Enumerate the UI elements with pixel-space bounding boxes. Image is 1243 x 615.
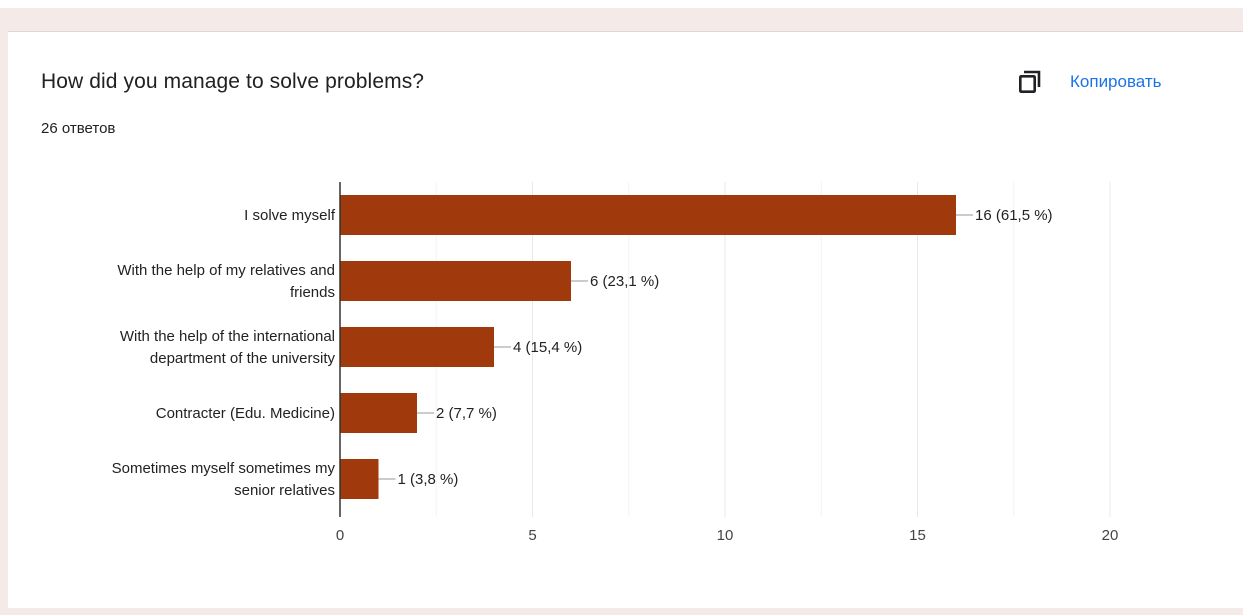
response-count: 26 ответов: [41, 120, 116, 137]
x-tick-label: 5: [528, 527, 536, 544]
copy-icon[interactable]: [1018, 70, 1042, 94]
category-label-line: With the help of my relatives and: [117, 262, 335, 279]
category-label-line: Sometimes myself sometimes my: [112, 460, 336, 477]
category-label-line: senior relatives: [234, 482, 335, 499]
x-tick-label: 10: [717, 527, 734, 544]
data-label: 2 (7,7 %): [436, 405, 497, 422]
category-label-line: With the help of the international: [120, 328, 335, 345]
bar: [340, 459, 379, 499]
category-label: Contracter (Edu. Medicine): [156, 405, 335, 422]
copy-button[interactable]: Копировать: [1018, 64, 1162, 100]
category-label: I solve myself: [244, 207, 336, 224]
bar: [340, 393, 417, 433]
question-title: How did you manage to solve problems?: [41, 70, 425, 93]
top-band: [0, 0, 1243, 8]
bar: [340, 327, 494, 367]
category-label: With the help of my relatives and friends: [117, 262, 335, 301]
x-tick-label: 15: [909, 527, 926, 544]
category-label-line: I solve myself: [244, 207, 336, 224]
data-label: 6 (23,1 %): [590, 273, 659, 290]
category-label-line: friends: [290, 284, 335, 301]
data-label: 4 (15,4 %): [513, 339, 582, 356]
data-label: 16 (61,5 %): [975, 207, 1053, 224]
copy-label[interactable]: Копировать: [1070, 72, 1162, 91]
data-label: 1 (3,8 %): [398, 471, 459, 488]
question-card: How did you manage to solve problems? 26…: [8, 31, 1243, 608]
bar: [340, 195, 956, 235]
category-label-line: Contracter (Edu. Medicine): [156, 405, 335, 422]
category-label: With the help of the international depart…: [120, 328, 336, 367]
category-label-line: department of the university: [150, 350, 336, 367]
x-tick-label: 20: [1102, 527, 1119, 544]
x-tick-label: 0: [336, 527, 344, 544]
bar: [340, 261, 571, 301]
bar-chart: 16 (61,5 %) I solve myself 6 (23,1 %) With …: [112, 182, 1119, 544]
category-label: Sometimes myself sometimes my senior rela…: [112, 460, 336, 499]
